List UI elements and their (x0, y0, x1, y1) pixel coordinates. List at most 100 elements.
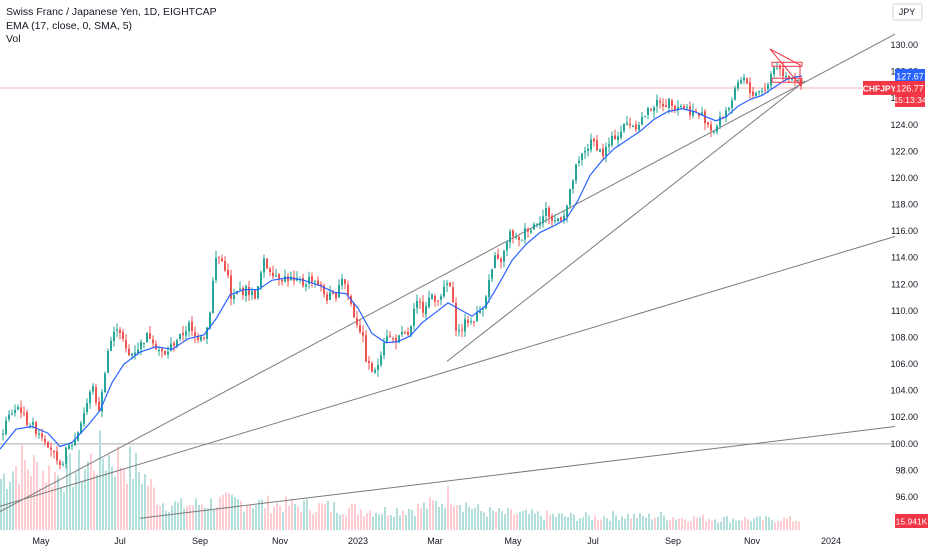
candle-body (113, 331, 115, 342)
candle-body (536, 224, 538, 226)
volume-bar (693, 515, 695, 530)
candle-body (353, 303, 355, 318)
volume-bar (756, 516, 758, 530)
volume-bar (21, 445, 23, 530)
volume-bar (678, 518, 680, 530)
volume-bar (219, 496, 221, 530)
volume-bar (468, 506, 470, 530)
volume-bar (675, 519, 677, 530)
time-tick-label: Sep (192, 536, 208, 546)
candle-body (41, 433, 43, 438)
time-tick-label: 2023 (348, 536, 368, 546)
candle-body (272, 272, 274, 277)
volume-bar (459, 505, 461, 530)
volume-bar (549, 514, 551, 530)
volume-bar (642, 515, 644, 530)
volume-bar (711, 520, 713, 530)
volume-bar (162, 503, 164, 530)
candle-body (620, 131, 622, 138)
candle-body (287, 276, 289, 281)
time-tick-label: Nov (744, 536, 761, 546)
volume-bar (402, 510, 404, 530)
price-tick-label: 104.00 (890, 386, 918, 396)
volume-bar (120, 468, 122, 530)
volume-bar (330, 511, 332, 530)
volume-layer (0, 430, 800, 530)
volume-bar (294, 503, 296, 530)
candle-body (725, 110, 727, 118)
ema-indicator-label[interactable]: EMA (17, close, 0, SMA, 5) (6, 19, 133, 32)
candle-body (389, 335, 391, 338)
volume-bar (108, 455, 110, 530)
volume-bar (420, 508, 422, 530)
candle-body (17, 407, 19, 410)
candle-body (320, 284, 322, 286)
candle-body (800, 79, 802, 87)
volume-bar (27, 469, 29, 530)
candle-body (728, 107, 730, 110)
candle-body (221, 258, 223, 262)
volume-bar (486, 516, 488, 530)
candle-body (305, 284, 307, 287)
candle-body (521, 239, 523, 241)
volume-indicator-label[interactable]: Vol (6, 33, 21, 45)
last-price-text: 126.77 (896, 83, 924, 93)
candle-body (197, 336, 199, 341)
volume-bar (681, 517, 683, 530)
candle-body (707, 122, 709, 125)
volume-bar (105, 470, 107, 530)
volume-bar (159, 506, 161, 530)
volume-bar (336, 512, 338, 530)
candle-body (137, 349, 139, 354)
candle-body (89, 391, 91, 404)
candle-body (380, 355, 382, 366)
volume-bar (510, 509, 512, 530)
volume-bar (558, 513, 560, 530)
volume-bar (339, 514, 341, 530)
volume-bar (540, 515, 542, 530)
candle-body (344, 279, 346, 284)
volume-bar (291, 498, 293, 530)
volume-bar (414, 515, 416, 530)
candle-body (104, 373, 106, 393)
volume-bar (66, 456, 68, 530)
volume-bar (3, 473, 5, 530)
candle-body (266, 258, 268, 269)
candle-body (308, 277, 310, 284)
candle-body (107, 350, 109, 373)
candle-body (602, 148, 604, 157)
candle-body (338, 284, 340, 298)
volume-bar (501, 511, 503, 530)
volume-bar (612, 511, 614, 530)
candle-body (575, 164, 577, 181)
candle-body (371, 363, 373, 372)
volume-bar (408, 509, 410, 530)
candle-body (542, 216, 544, 224)
candle-body (494, 255, 496, 269)
volume-bar (471, 509, 473, 530)
volume-bar (537, 511, 539, 530)
candle-body (464, 319, 466, 332)
candle-body (191, 321, 193, 332)
candle-body (446, 283, 448, 286)
volume-bar (72, 487, 74, 530)
candle-body (617, 136, 619, 141)
volume-bar (507, 508, 509, 530)
volume-bar (318, 503, 320, 530)
candle-body (224, 261, 226, 271)
candle-body (671, 100, 673, 106)
symbol-title[interactable]: Swiss Franc / Japanese Yen, 1D, EIGHTCAP (6, 6, 217, 18)
volume-bar (738, 520, 740, 530)
annotation-layer (769, 48, 803, 87)
candle-body (512, 230, 514, 237)
candle-body (140, 342, 142, 350)
volume-bar (333, 501, 335, 530)
candle-body (62, 463, 64, 465)
candle-body (194, 332, 196, 336)
candle-body (485, 296, 487, 309)
candle-body (641, 116, 643, 125)
volume-bar (792, 521, 794, 530)
volume-bar (177, 502, 179, 530)
